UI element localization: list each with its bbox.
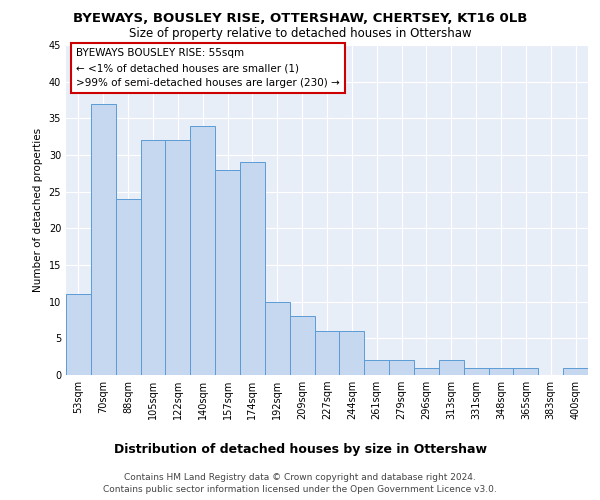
Text: BYEWAYS BOUSLEY RISE: 55sqm
← <1% of detached houses are smaller (1)
>99% of sem: BYEWAYS BOUSLEY RISE: 55sqm ← <1% of det… <box>76 48 340 88</box>
Bar <box>91 104 116 375</box>
Bar <box>563 368 588 375</box>
Bar <box>389 360 414 375</box>
Bar <box>514 368 538 375</box>
Bar <box>290 316 314 375</box>
Text: Size of property relative to detached houses in Ottershaw: Size of property relative to detached ho… <box>128 28 472 40</box>
Bar <box>166 140 190 375</box>
Bar <box>488 368 514 375</box>
Bar <box>364 360 389 375</box>
Bar <box>414 368 439 375</box>
Bar <box>240 162 265 375</box>
Bar <box>314 331 340 375</box>
Bar <box>190 126 215 375</box>
Bar <box>265 302 290 375</box>
Text: Contains HM Land Registry data © Crown copyright and database right 2024.: Contains HM Land Registry data © Crown c… <box>124 472 476 482</box>
Y-axis label: Number of detached properties: Number of detached properties <box>33 128 43 292</box>
Bar <box>464 368 488 375</box>
Bar <box>116 199 140 375</box>
Bar <box>439 360 464 375</box>
Text: BYEWAYS, BOUSLEY RISE, OTTERSHAW, CHERTSEY, KT16 0LB: BYEWAYS, BOUSLEY RISE, OTTERSHAW, CHERTS… <box>73 12 527 26</box>
Bar <box>140 140 166 375</box>
Bar <box>340 331 364 375</box>
Bar <box>66 294 91 375</box>
Bar <box>215 170 240 375</box>
Text: Distribution of detached houses by size in Ottershaw: Distribution of detached houses by size … <box>113 442 487 456</box>
Text: Contains public sector information licensed under the Open Government Licence v3: Contains public sector information licen… <box>103 485 497 494</box>
